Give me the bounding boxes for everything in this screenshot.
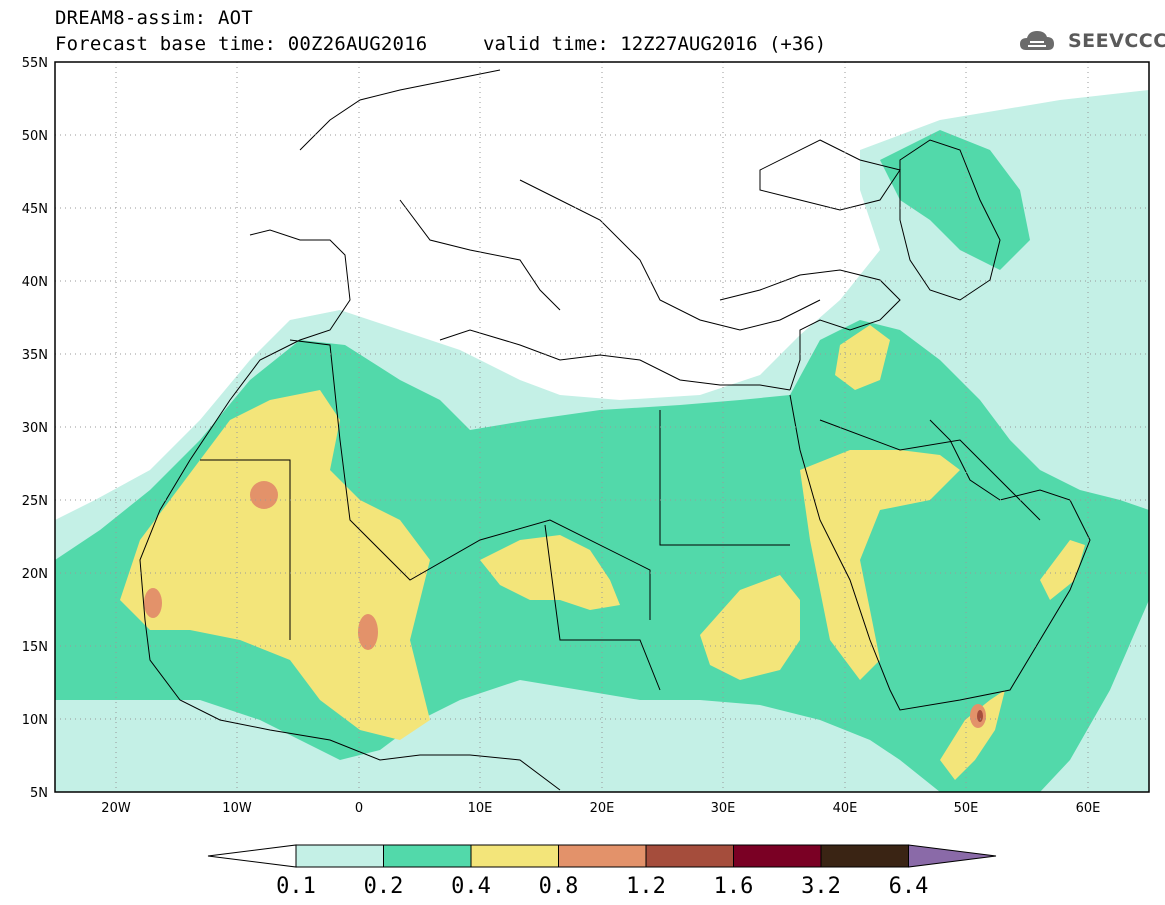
- aot-level-0-8-mali: [358, 614, 378, 650]
- lat-tick-label: 5N: [30, 786, 48, 801]
- valid-time: valid time: 12Z27AUG2016 (+36): [483, 33, 827, 55]
- aot-level-1-2-somalia: [977, 710, 983, 722]
- colorbar-label: 3.2: [801, 874, 841, 899]
- aot-level-0-4-iraq: [835, 325, 890, 390]
- lon-tick-label: 30E: [711, 801, 736, 816]
- aot-level-0-4-sudan: [700, 575, 800, 680]
- lat-tick-label: 30N: [22, 421, 48, 436]
- colorbar-swatch: [470, 844, 559, 868]
- latitude-labels: 55N 50N 45N 40N 35N 30N 25N 20N 15N 10N …: [22, 56, 48, 801]
- lat-tick-label: 50N: [22, 129, 48, 144]
- lat-tick-label: 40N: [22, 275, 48, 290]
- colorbar-swatch: [733, 844, 822, 868]
- colorbar-label: 1.6: [714, 874, 754, 899]
- colorbar-label: 0.8: [539, 874, 579, 899]
- colorbar-swatch: [295, 844, 384, 868]
- aot-level-0-4-somalia: [940, 690, 1005, 780]
- colorbar-label: 6.4: [889, 874, 929, 899]
- lat-tick-label: 10N: [22, 713, 48, 728]
- lat-tick-label: 55N: [22, 56, 48, 71]
- aot-level-0-4-west: [120, 390, 430, 740]
- map-title: DREAM8-assim: AOT: [55, 7, 253, 29]
- colorbar-label: 0.2: [364, 874, 404, 899]
- colorbar-high-triangle: [908, 844, 997, 868]
- aot-level-0-8-mauritania: [250, 481, 278, 509]
- lat-tick-label: 45N: [22, 202, 48, 217]
- colorbar-swatch: [645, 844, 734, 868]
- lat-tick-label: 25N: [22, 494, 48, 509]
- colorbar-label: 1.2: [626, 874, 666, 899]
- lon-tick-label: 50E: [954, 801, 979, 816]
- lat-tick-label: 20N: [22, 567, 48, 582]
- logo-text: SEEVCCC: [1068, 30, 1165, 52]
- cloud-logo-icon: [1020, 31, 1054, 50]
- lon-tick-label: 10W: [222, 801, 252, 816]
- lat-tick-label: 35N: [22, 348, 48, 363]
- aot-level-0-4-arabia: [800, 450, 960, 680]
- aot-level-0-8-senegal: [144, 588, 162, 618]
- lon-tick-label: 40E: [833, 801, 858, 816]
- coastlines: [139, 69, 1091, 791]
- colorbar-swatch: [558, 844, 647, 868]
- lon-tick-label: 60E: [1076, 801, 1101, 816]
- lat-tick-label: 15N: [22, 640, 48, 655]
- colorbar-label: 0.4: [451, 874, 491, 899]
- aot-level-0-2-east: [880, 130, 1030, 270]
- lon-tick-label: 10E: [468, 801, 493, 816]
- colorbar-low-triangle: [207, 844, 297, 868]
- graticule: [55, 62, 1149, 792]
- forecast-base-time: Forecast base time: 00Z26AUG2016: [55, 33, 428, 55]
- lon-tick-label: 20E: [590, 801, 615, 816]
- colorbar-swatch: [383, 844, 472, 868]
- colorbar: 0.1 0.2 0.4 0.8 1.2 1.6 3.2 6.4: [207, 844, 997, 899]
- lon-tick-label: 20W: [101, 801, 131, 816]
- longitude-labels: 20W 10W 0 10E 20E 30E 40E 50E 60E: [101, 801, 1100, 816]
- colorbar-swatch: [820, 844, 909, 868]
- map-frame: [54, 61, 1150, 793]
- aot-level-0-4-oman: [1040, 540, 1085, 600]
- aot-field: [55, 90, 1149, 792]
- colorbar-label: 0.1: [276, 874, 316, 899]
- lon-tick-label: 0: [355, 801, 363, 816]
